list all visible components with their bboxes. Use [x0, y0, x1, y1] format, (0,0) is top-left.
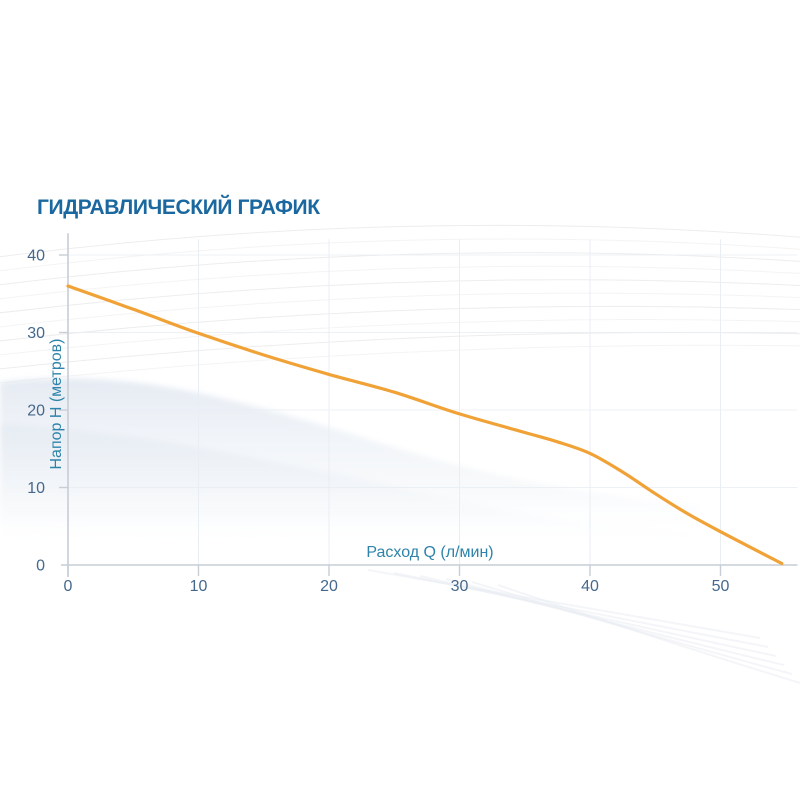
decorative-streaks [367, 569, 800, 684]
tick-labels: 0 10 20 30 40 50 0 10 20 30 40 [27, 248, 729, 596]
decorative-arc [0, 305, 800, 342]
x-tick-label: 20 [320, 578, 338, 595]
decorative-arc [0, 238, 800, 272]
y-tick-label: 20 [27, 403, 45, 420]
y-tick-label: 10 [27, 480, 45, 497]
decorative-arc [0, 344, 800, 384]
pump-performance-curve [66, 284, 784, 566]
wave-shape-secondary [0, 424, 690, 556]
y-tick-label: 30 [27, 325, 45, 342]
decorative-arc [0, 319, 800, 356]
decorative-arc [0, 265, 800, 300]
decorative-arc [0, 332, 800, 370]
decorative-arc [0, 224, 800, 258]
y-axis-label: Напор H (метров) [48, 338, 65, 469]
x-tick-label: 10 [190, 578, 208, 595]
gridlines [68, 239, 798, 565]
x-tick-label: 50 [712, 578, 730, 595]
x-tick-label: 30 [451, 578, 469, 595]
decorative-streak [497, 584, 800, 684]
y-tick-label: 0 [36, 558, 45, 575]
x-tick-label: 40 [581, 578, 599, 595]
decorative-arc [0, 292, 800, 328]
decorative-arcs [0, 224, 800, 384]
x-tick-label: 0 [64, 578, 73, 595]
x-axis-label: Расход Q (л/мин) [366, 544, 493, 561]
decorative-streak [445, 578, 785, 666]
decorative-wave [0, 378, 700, 556]
y-tick-label: 40 [27, 248, 45, 265]
tick-marks [59, 254, 722, 576]
axes [61, 233, 798, 577]
chart-title: ГИДРАВЛИЧЕСКИЙ ГРАФИК [37, 196, 320, 219]
